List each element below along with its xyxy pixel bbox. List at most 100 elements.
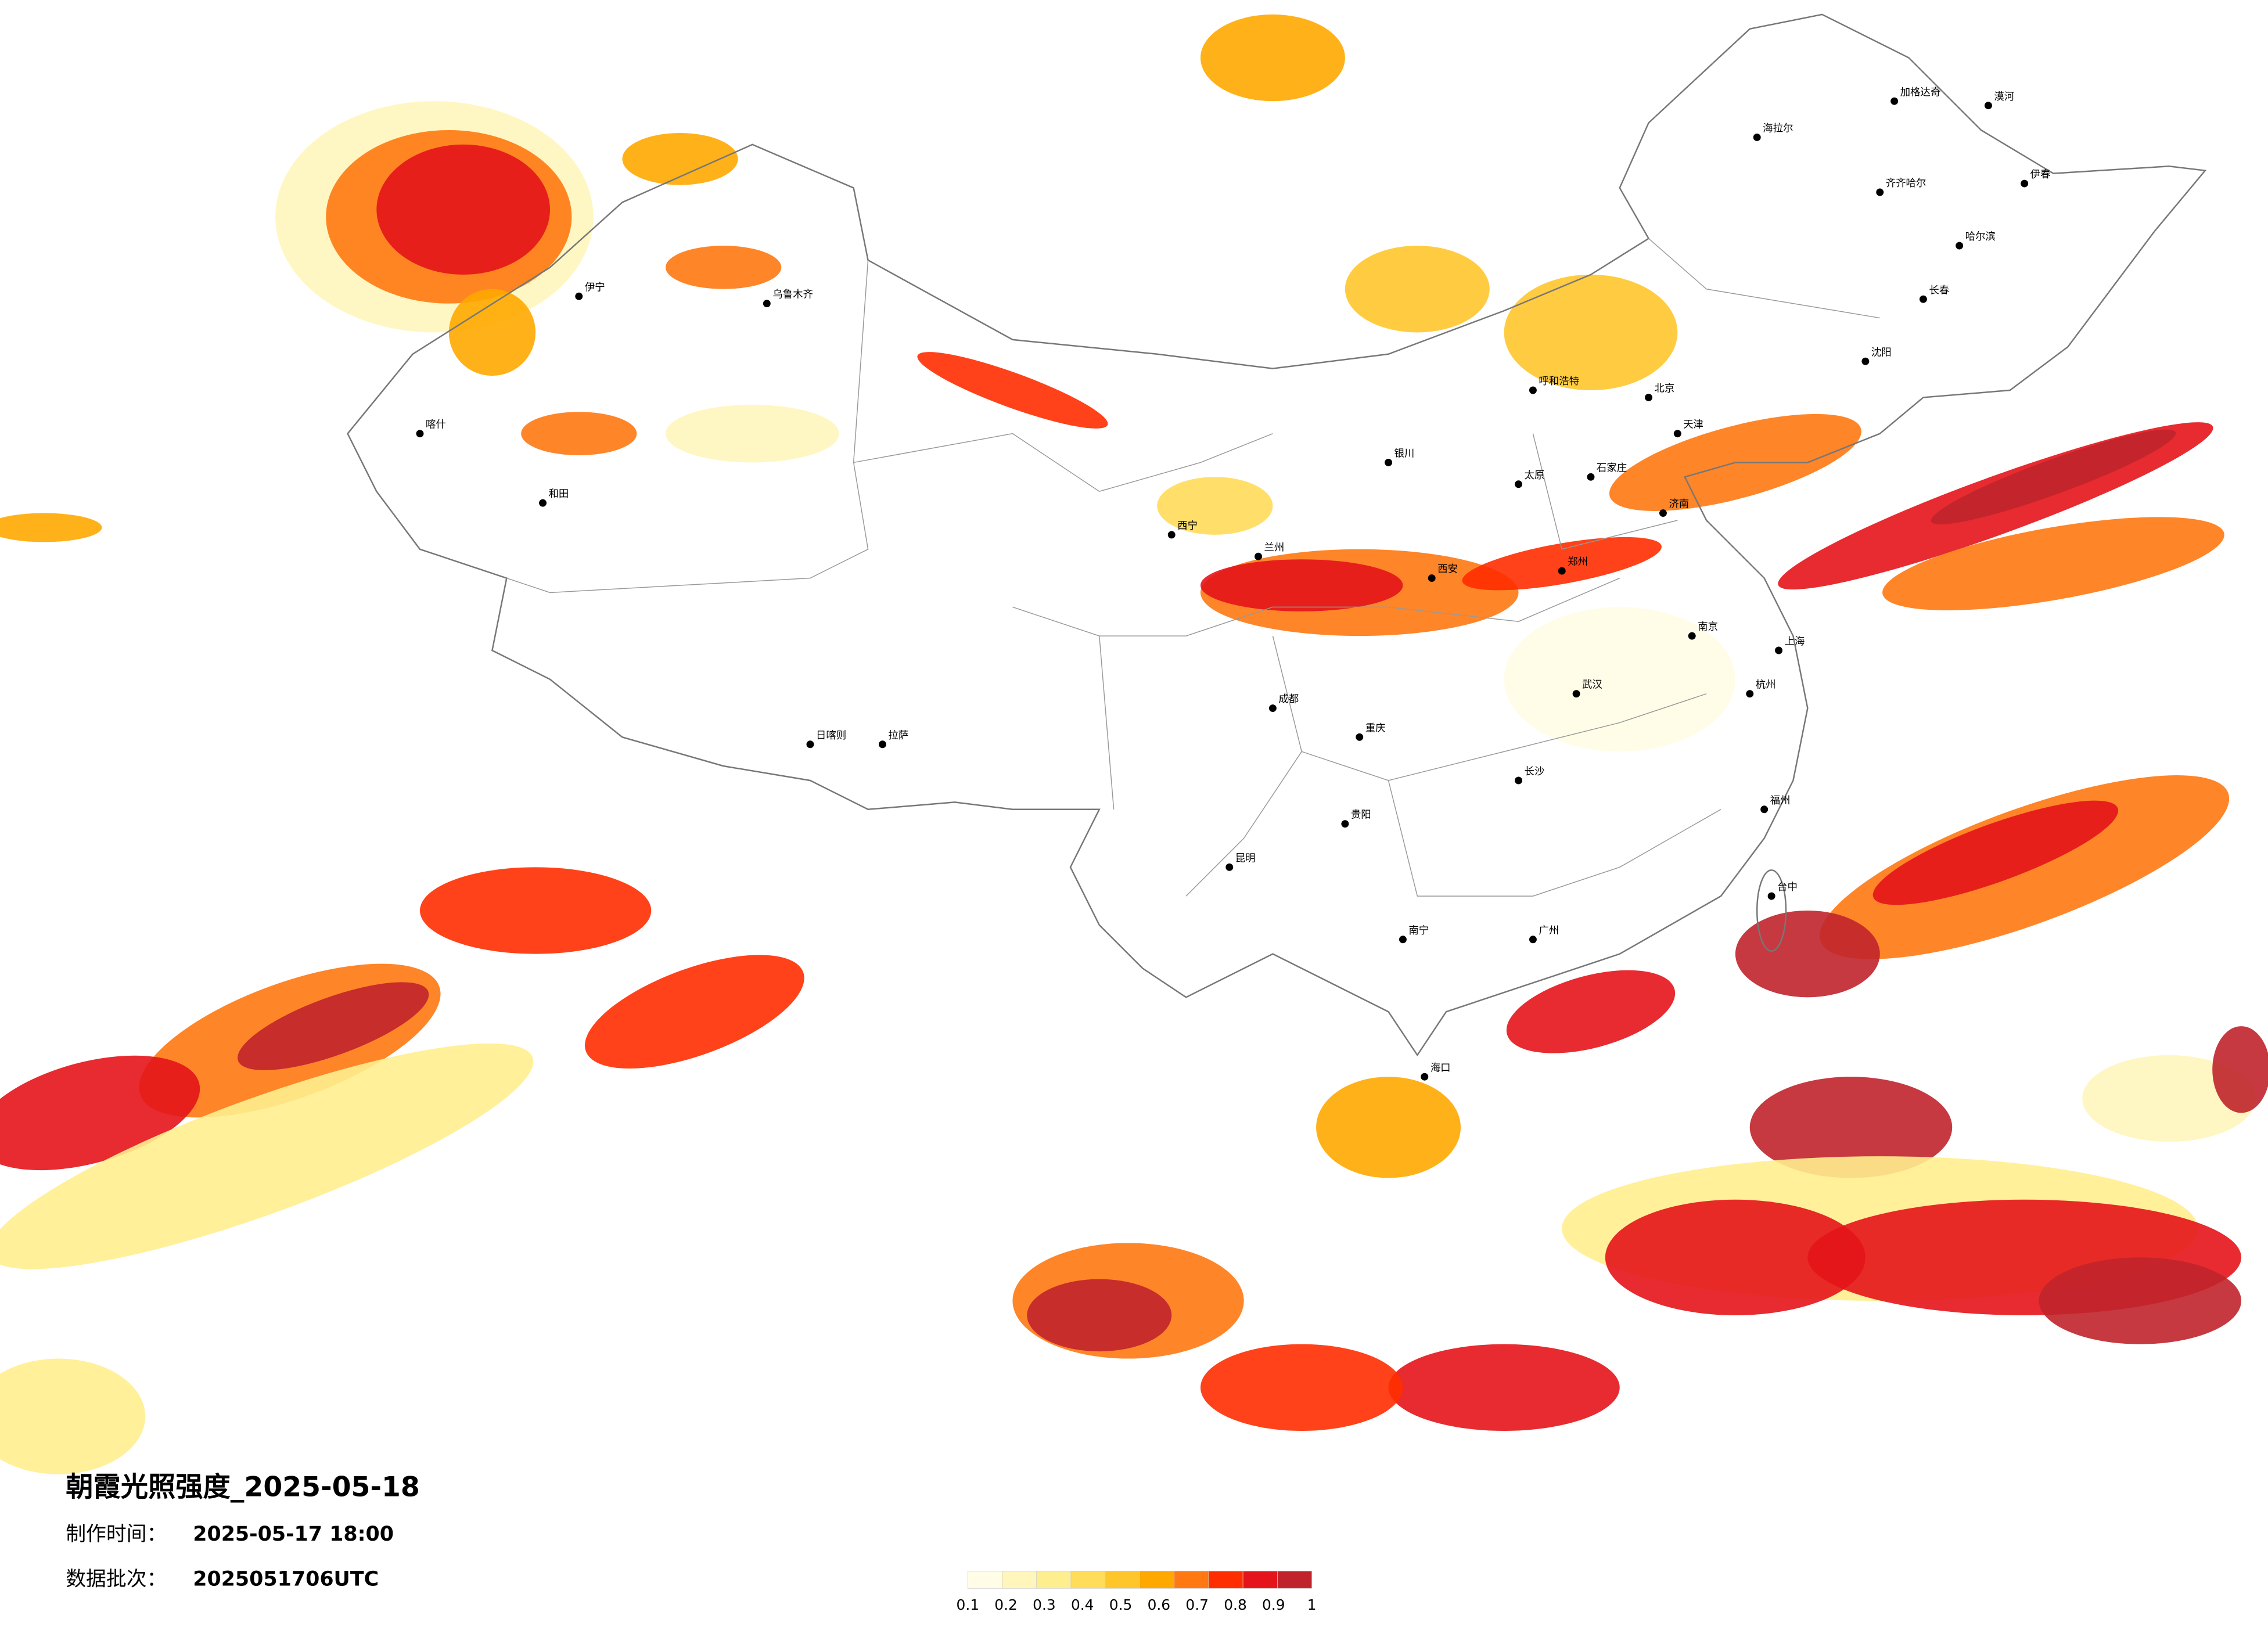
city-dot bbox=[1956, 242, 1964, 250]
city-dot bbox=[1529, 386, 1537, 394]
heat-patch bbox=[1200, 14, 1345, 102]
heat-patch bbox=[0, 1358, 146, 1474]
city-dot bbox=[1428, 574, 1436, 582]
city-label: 北京 bbox=[1655, 383, 1675, 395]
city-label: 南宁 bbox=[1408, 925, 1429, 937]
legend-swatch bbox=[1174, 1571, 1209, 1589]
city-dot bbox=[763, 300, 771, 308]
legend-swatch bbox=[1242, 1571, 1278, 1589]
heat-patch bbox=[1931, 429, 2176, 524]
heat-patch bbox=[1388, 1344, 1620, 1431]
city-dot bbox=[878, 740, 886, 749]
legend-swatch bbox=[1002, 1571, 1037, 1589]
china-outline bbox=[347, 13, 2207, 1057]
province-borders bbox=[506, 238, 1880, 897]
city-dot bbox=[1225, 863, 1234, 871]
city-label: 漠河 bbox=[1994, 91, 2014, 103]
legend-tick-label: 1 bbox=[1307, 1596, 1317, 1613]
heat-patch bbox=[1157, 477, 1273, 535]
batch: 2025051706UTC bbox=[193, 1567, 379, 1591]
made-label: 制作时间： bbox=[66, 1523, 167, 1546]
legend-tick-label: 0.7 bbox=[1185, 1596, 1209, 1613]
city-label: 成都 bbox=[1278, 694, 1299, 706]
city-dot bbox=[1659, 509, 1667, 517]
city-label: 昆明 bbox=[1235, 852, 1256, 864]
city-label: 拉萨 bbox=[888, 730, 908, 742]
heat-patch bbox=[1462, 537, 1662, 591]
city-label: 兰州 bbox=[1264, 542, 1285, 553]
heat-patch bbox=[376, 144, 550, 275]
city-dot bbox=[1673, 430, 1681, 438]
city-label: 银川 bbox=[1394, 448, 1415, 460]
city-layer: 漠河加格达奇海拉尔伊春齐齐哈尔哈尔滨长春沈阳呼和浩特北京天津石家庄太原济南郑州西… bbox=[416, 87, 2050, 1081]
city-label: 台中 bbox=[1777, 882, 1798, 893]
city-dot bbox=[806, 740, 814, 749]
city-dot bbox=[1861, 357, 1870, 365]
city-dot bbox=[1767, 892, 1775, 900]
city-dot bbox=[1529, 936, 1537, 944]
city-label: 南京 bbox=[1698, 621, 1718, 633]
title: 朝霞光照强度_2025-05-18 bbox=[66, 1472, 420, 1503]
city-label: 武汉 bbox=[1582, 679, 1602, 691]
city-dot bbox=[1746, 690, 1754, 698]
city-label: 呼和浩特 bbox=[1539, 376, 1579, 387]
city-label: 海拉尔 bbox=[1763, 123, 1793, 135]
city-label: 福州 bbox=[1770, 795, 1791, 807]
city-dot bbox=[1421, 1073, 1429, 1081]
heat-patch bbox=[2212, 1026, 2268, 1113]
city-label: 重庆 bbox=[1365, 722, 1386, 734]
legend-tick-label: 0.9 bbox=[1262, 1596, 1285, 1613]
city-label: 广州 bbox=[1539, 925, 1559, 937]
heat-patch bbox=[1605, 1199, 1866, 1315]
city-dot bbox=[1876, 188, 1884, 196]
legend-tick-label: 0.8 bbox=[1224, 1596, 1247, 1613]
city-dot bbox=[575, 292, 583, 300]
city-dot bbox=[1890, 97, 1899, 105]
heat-patch bbox=[1749, 1077, 1953, 1178]
city-label: 上海 bbox=[1785, 636, 1805, 647]
city-label: 贵阳 bbox=[1351, 810, 1371, 821]
city-dot bbox=[1753, 133, 1761, 141]
city-label: 济南 bbox=[1669, 499, 1689, 510]
city-dot bbox=[1645, 393, 1653, 401]
city-label: 海口 bbox=[1430, 1062, 1451, 1074]
legend-swatch bbox=[1070, 1571, 1106, 1589]
city-label: 太原 bbox=[1525, 470, 1545, 481]
city-dot bbox=[1268, 704, 1277, 713]
heat-patch bbox=[1200, 1344, 1403, 1431]
city-dot bbox=[1760, 805, 1769, 814]
city-label: 石家庄 bbox=[1597, 462, 1627, 474]
heat-patch bbox=[2039, 1257, 2241, 1344]
city-label: 天津 bbox=[1683, 419, 1703, 431]
city-label: 和田 bbox=[549, 488, 569, 500]
city-dot bbox=[1399, 936, 1407, 944]
heat-patch bbox=[1345, 246, 1490, 333]
city-dot bbox=[539, 499, 547, 507]
city-label: 郑州 bbox=[1568, 556, 1588, 568]
heat-patch bbox=[0, 1043, 534, 1269]
city-dot bbox=[1558, 567, 1566, 575]
heat-patch bbox=[1027, 1279, 1172, 1352]
city-label: 哈尔滨 bbox=[1965, 231, 1996, 243]
city-label: 齐齐哈尔 bbox=[1886, 178, 1926, 189]
city-dot bbox=[1688, 632, 1696, 640]
city-label: 长沙 bbox=[1525, 766, 1545, 778]
heat-patch bbox=[419, 867, 652, 954]
city-dot bbox=[2021, 179, 2029, 188]
city-dot bbox=[1775, 646, 1783, 654]
heat-patch bbox=[1316, 1077, 1461, 1178]
heat-patch bbox=[2082, 1055, 2256, 1142]
heat-layer bbox=[0, 14, 2268, 1474]
city-label: 加格达奇 bbox=[1900, 87, 1941, 98]
heat-patch bbox=[585, 955, 804, 1069]
city-dot bbox=[1515, 480, 1523, 488]
legend-swatch bbox=[1105, 1571, 1140, 1589]
taiwan bbox=[1756, 869, 1787, 952]
batch-label: 数据批次： bbox=[66, 1567, 167, 1591]
heat-patch bbox=[448, 289, 536, 376]
heat-patch bbox=[521, 412, 637, 455]
heat-patch bbox=[1506, 970, 1676, 1053]
city-label: 西宁 bbox=[1177, 520, 1198, 532]
